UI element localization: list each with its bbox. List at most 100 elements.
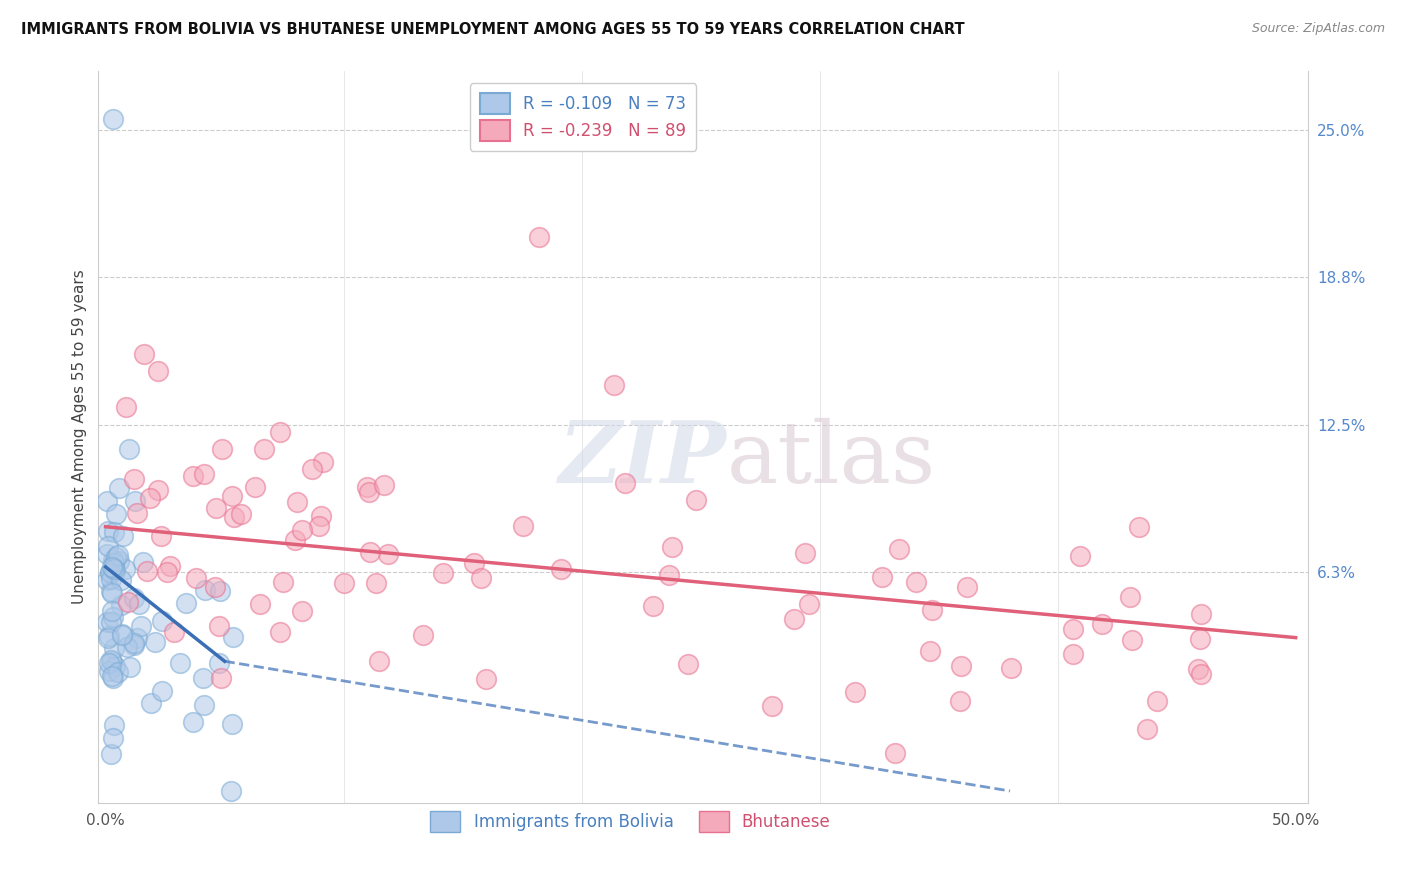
Point <box>101 112 124 126</box>
Point <box>122 639 145 653</box>
Point <box>105 508 128 522</box>
Point <box>432 566 454 580</box>
Point <box>269 425 291 439</box>
Point <box>104 564 127 578</box>
Point <box>107 549 129 563</box>
Point <box>143 635 166 649</box>
Point <box>97 631 120 645</box>
Point <box>111 626 134 640</box>
Point <box>96 615 118 629</box>
Point <box>208 657 231 671</box>
Point <box>103 557 125 571</box>
Point <box>103 640 125 655</box>
Point <box>181 715 204 730</box>
Point <box>1121 632 1143 647</box>
Point <box>96 573 118 587</box>
Point <box>104 550 127 565</box>
Point <box>107 481 129 495</box>
Point <box>124 494 146 508</box>
Point <box>111 627 134 641</box>
Point <box>1000 661 1022 675</box>
Point <box>97 524 120 539</box>
Point <box>658 568 681 582</box>
Point <box>207 619 229 633</box>
Point <box>1069 549 1091 563</box>
Point <box>186 571 208 585</box>
Point <box>135 564 157 578</box>
Point <box>949 659 972 673</box>
Point <box>205 501 228 516</box>
Point <box>222 510 245 524</box>
Point <box>271 575 294 590</box>
Point <box>169 657 191 671</box>
Point <box>249 597 271 611</box>
Point <box>301 461 323 475</box>
Point <box>100 747 122 761</box>
Point <box>100 615 122 629</box>
Y-axis label: Unemployment Among Ages 55 to 59 years: Unemployment Among Ages 55 to 59 years <box>72 269 87 605</box>
Point <box>152 683 174 698</box>
Point <box>181 469 204 483</box>
Point <box>122 636 145 650</box>
Point <box>221 489 243 503</box>
Point <box>290 604 312 618</box>
Point <box>124 472 146 486</box>
Point <box>108 554 131 568</box>
Point <box>368 654 391 668</box>
Point <box>100 584 122 599</box>
Point <box>905 574 928 589</box>
Point <box>101 561 124 575</box>
Point <box>463 556 485 570</box>
Point <box>100 572 122 586</box>
Point <box>128 597 150 611</box>
Point <box>527 229 550 244</box>
Point <box>285 495 308 509</box>
Point <box>209 584 232 599</box>
Point <box>139 491 162 506</box>
Point <box>921 602 943 616</box>
Point <box>614 476 637 491</box>
Point <box>125 506 148 520</box>
Point <box>311 508 333 523</box>
Point <box>104 659 127 673</box>
Point <box>676 657 699 671</box>
Point <box>193 698 215 712</box>
Point <box>1062 622 1084 636</box>
Point <box>146 483 169 497</box>
Point <box>889 542 911 557</box>
Text: atlas: atlas <box>727 417 936 500</box>
Point <box>270 625 292 640</box>
Point <box>103 718 125 732</box>
Point <box>174 596 197 610</box>
Point <box>1128 519 1150 533</box>
Point <box>1187 662 1209 676</box>
Point <box>204 580 226 594</box>
Point <box>1188 632 1211 646</box>
Point <box>101 559 124 574</box>
Point <box>366 575 388 590</box>
Point <box>115 640 138 655</box>
Point <box>132 347 155 361</box>
Point <box>100 653 122 667</box>
Point <box>132 555 155 569</box>
Point <box>146 364 169 378</box>
Point <box>97 539 120 553</box>
Point <box>107 665 129 680</box>
Point <box>103 524 125 539</box>
Point <box>110 598 132 612</box>
Point <box>761 698 783 713</box>
Point <box>782 612 804 626</box>
Point <box>111 529 134 543</box>
Point <box>96 494 118 508</box>
Point <box>114 401 136 415</box>
Point <box>156 566 179 580</box>
Point <box>193 467 215 482</box>
Point <box>103 562 125 576</box>
Point <box>333 576 356 591</box>
Point <box>949 694 972 708</box>
Point <box>243 480 266 494</box>
Point <box>884 746 907 760</box>
Point <box>222 630 245 644</box>
Point <box>110 573 132 587</box>
Point <box>359 545 381 559</box>
